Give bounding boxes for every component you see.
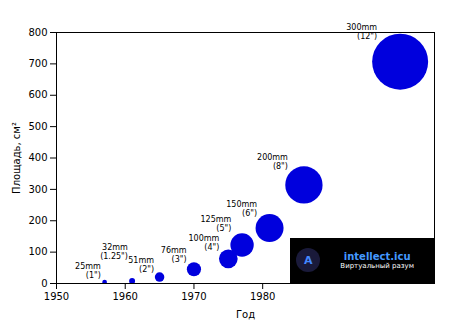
svg-text:600: 600: [28, 89, 47, 100]
svg-text:76mm(3"): 76mm(3"): [161, 246, 187, 264]
svg-text:300: 300: [28, 184, 47, 195]
html-text:A: A: [304, 253, 313, 267]
svg-text:150mm(6"): 150mm(6"): [226, 200, 257, 218]
svg-text:1970: 1970: [181, 291, 206, 302]
svg-text:125mm(5"): 125mm(5"): [200, 215, 231, 233]
svg-text:800: 800: [28, 27, 47, 38]
svg-text:1980: 1980: [250, 291, 275, 302]
svg-text:32mm(1.25"): 32mm(1.25"): [100, 243, 128, 261]
svg-text:400: 400: [28, 152, 47, 163]
svg-text:200mm(8"): 200mm(8"): [257, 153, 288, 171]
svg-text:100mm(4"): 100mm(4"): [188, 234, 219, 252]
svg-text:Год: Год: [236, 309, 255, 320]
svg-text:700: 700: [28, 58, 47, 69]
svg-text:Площадь, см²: Площадь, см²: [11, 122, 22, 194]
html-text:intellect.icu: intellect.icu: [343, 250, 411, 262]
html-text:Виртуальный разум: Виртуальный разум: [340, 261, 414, 270]
svg-text:1950: 1950: [44, 291, 69, 302]
svg-text:0: 0: [41, 278, 47, 289]
svg-text:300mm(12"): 300mm(12"): [346, 23, 377, 41]
svg-text:25mm(1"): 25mm(1"): [75, 262, 101, 280]
svg-text:51mm(2"): 51mm(2"): [128, 256, 154, 274]
svg-text:100: 100: [28, 246, 47, 257]
svg-text:200: 200: [28, 215, 47, 226]
svg-text:1960: 1960: [113, 291, 138, 302]
svg-text:500: 500: [28, 121, 47, 132]
